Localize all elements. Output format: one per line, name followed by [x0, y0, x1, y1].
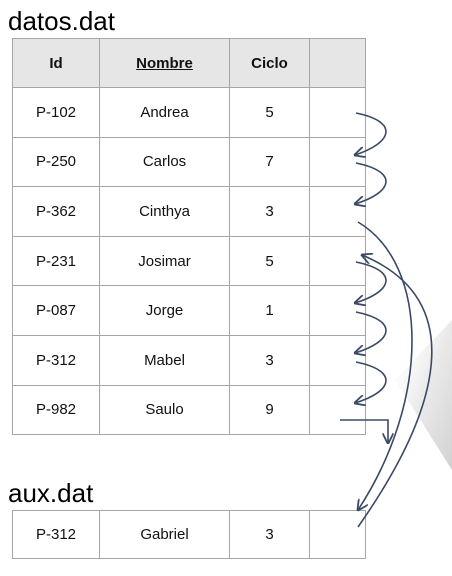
aux-file-table: P-312 Gabriel 3 [12, 510, 366, 559]
cell-ciclo: 3 [229, 186, 310, 237]
table-row: P-982 Saulo 9 [12, 384, 366, 436]
cell-nombre: Saulo [99, 384, 230, 436]
cell-nombre: Andrea [99, 87, 230, 138]
cell-nombre: Jorge [99, 285, 230, 336]
cell-pointer [309, 285, 366, 336]
cell-id: P-362 [12, 186, 100, 237]
header-pointer [309, 38, 366, 88]
cell-nombre: Mabel [99, 334, 230, 386]
cell-nombre: Josimar [99, 235, 230, 287]
cell-ciclo: 7 [229, 136, 310, 188]
cell-ciclo: 5 [229, 235, 310, 287]
cell-ciclo: 1 [229, 285, 310, 336]
aux-file-title: aux.dat [8, 478, 94, 508]
table-row: P-312 Gabriel 3 [12, 510, 366, 559]
table-row: P-087 Jorge 1 [12, 285, 366, 336]
cell-pointer [309, 235, 366, 287]
cell-nombre: Carlos [99, 136, 230, 188]
arrow-aux-to-josimar [357, 255, 433, 528]
cell-id: P-231 [12, 235, 100, 287]
cell-ciclo: 9 [229, 384, 310, 436]
cell-id: P-982 [12, 384, 100, 436]
main-file-table: Id Nombre Ciclo P-102 Andrea 5 P-250 Car… [12, 38, 366, 436]
main-file-title: datos.dat [8, 6, 115, 36]
cell-id: P-312 [12, 510, 100, 559]
cell-pointer [309, 510, 366, 559]
page-curl-shadow [395, 320, 452, 470]
cell-nombre: Gabriel [99, 510, 230, 559]
header-nombre: Nombre [99, 38, 230, 88]
cell-pointer [309, 87, 366, 138]
table-row: P-362 Cinthya 3 [12, 186, 366, 237]
cell-ciclo: 3 [229, 334, 310, 386]
table-header-row: Id Nombre Ciclo [12, 38, 366, 88]
cell-pointer [309, 136, 366, 188]
cell-pointer [309, 334, 366, 386]
cell-pointer [309, 384, 366, 436]
cell-nombre: Cinthya [99, 186, 230, 237]
header-ciclo: Ciclo [229, 38, 310, 88]
cell-ciclo: 3 [229, 510, 310, 559]
cell-id: P-102 [12, 87, 100, 138]
cell-id: P-087 [12, 285, 100, 336]
cell-id: P-312 [12, 334, 100, 386]
arrow-cinthya-to-aux [358, 221, 413, 510]
table-row: P-102 Andrea 5 [12, 87, 366, 138]
table-row: P-312 Mabel 3 [12, 334, 366, 386]
cell-ciclo: 5 [229, 87, 310, 138]
header-id: Id [12, 38, 100, 88]
cell-id: P-250 [12, 136, 100, 188]
table-row: P-231 Josimar 5 [12, 235, 366, 287]
cell-pointer [309, 186, 366, 237]
table-row: P-250 Carlos 7 [12, 136, 366, 188]
